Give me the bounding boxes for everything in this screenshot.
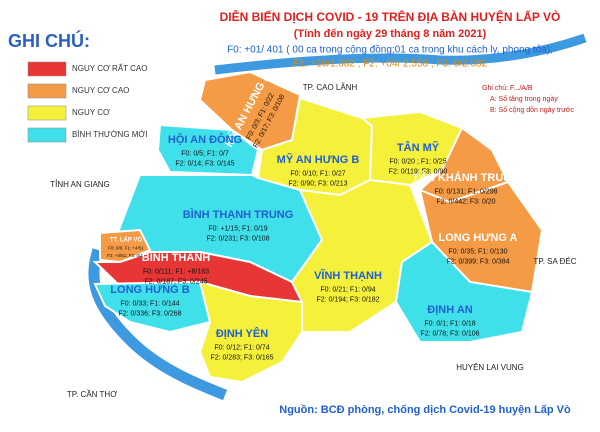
region-stat: F2: 0/442; F3: 0/20 [436, 199, 495, 206]
note-text: B: Số cộng dồn ngày trước [490, 105, 574, 114]
place-label: HUYỆN LAI VUNG [456, 363, 524, 372]
summary-line: F0: +01/ 401 ( 00 ca trong cộng đồng;01 … [227, 44, 553, 56]
legend-swatch [27, 61, 67, 77]
region-name: ĐỊNH AN [427, 304, 472, 316]
places: TP. CAO LÃNH TỈNH AN GIANG TP. SA ĐÉC TP. C… [50, 83, 576, 399]
region-stat: F0: 0/6; F1: +4/51 [108, 246, 144, 251]
title: DIỄN BIẾN DỊCH COVID - 19 TRÊN ĐỊA BÀN H… [220, 9, 561, 24]
date: (Tính đến ngày 29 tháng 8 năm 2021) [294, 28, 487, 40]
region-name: BÌNH THÀNH [142, 251, 210, 264]
region [198, 280, 303, 384]
region [394, 240, 534, 343]
region-stat: F0: 0/111; F1: +8/183 [143, 269, 209, 276]
region-stat: F0: 0/12; F1: 0/74 [214, 345, 269, 352]
note-title: Ghi chú: F.../A/B [482, 85, 533, 92]
legend-label: NGUY CƠ [72, 108, 110, 117]
region-label: LONG HƯNG B F0: 0/33; F1: 0/144 F2: 0/336;… [110, 284, 189, 318]
region-stat: F2: 0/194; F3: 0/182 [316, 297, 379, 304]
legend-swatch [27, 127, 67, 143]
region-name: ĐỊNH YÊN [216, 327, 268, 340]
legend-label: NGUY CƠ RẤT CAO [72, 63, 147, 73]
region-name: HỘI AN ĐÔNG [168, 133, 242, 146]
legend-swatch [27, 83, 67, 99]
region-stat: F0: 0/20 ; F1: 0/25 [389, 159, 446, 166]
region-name: LONG HƯNG B [110, 284, 189, 296]
region-stat: F2: 0/231; F3: 0/108 [206, 236, 269, 243]
note-text: A: Số tăng trong ngày [490, 94, 558, 103]
region-stat: F0: 0/35; F1: 0/130 [448, 249, 507, 256]
region-label: ĐỊNH YÊN F0: 0/12; F1: 0/74 F2: 0/283; F3:… [210, 327, 273, 362]
legend-swatch [27, 105, 67, 121]
legend: NGUY CƠ RẤT CAO NGUY CƠ CAO NGUY CƠ BÌNH TH… [27, 61, 148, 143]
region-label: HỘI AN ĐÔNG F0: 0/5; F1: 0/7 F2: 0/14; F3:… [168, 133, 242, 168]
region-name: BÌNH THẠNH TRUNG [183, 208, 294, 221]
region-name: TT. LẤP VÒ [110, 236, 143, 244]
river [214, 33, 587, 75]
region-label: LONG HƯNG A F0: 0/35; F1: 0/130 F2: 0/399;… [439, 232, 518, 266]
region-name: MỸ AN HƯNG B [277, 153, 360, 166]
region-stat: F2: 0/187; F3: 0/245 [144, 279, 207, 286]
legend-label: BÌNH THƯỜNG MỚI [72, 130, 148, 139]
region [359, 110, 464, 187]
region-stat: F2: 0/90; F3: 0/213 [288, 181, 347, 188]
region-label: TÂN MỸ F0: 0/20 ; F1: 0/25 F2: 0/119; F3: … [389, 141, 448, 176]
region-stat: F0: 0/131; F1: 0/298 [434, 189, 497, 196]
region-stat: F0: 0/21; F1: 0/94 [320, 287, 375, 294]
region-label: TT. LẤP VÒ F0: 0/6; F1: +4/51 F2: +4/51; F… [107, 236, 145, 259]
region-name: VĨNH THẠNH [314, 269, 382, 282]
region-stat: F2: 0/399; F3: 0/384 [446, 259, 509, 266]
river [88, 248, 228, 401]
region-stat: F0: 0/5; F1: 0/7 [181, 151, 229, 158]
region-stat: F2: 0/336; F3: 0/268 [118, 311, 181, 318]
region-stat: F2: 0/283; F3: 0/165 [210, 355, 273, 362]
region-name: TÂN KHÁNH TRUNG [412, 171, 520, 184]
region-label: VĨNH THẠNH F0: 0/21; F1: 0/94 F2: 0/194; F… [314, 269, 382, 304]
region-stat: F0: 0/33; F1: 0/144 [120, 301, 179, 308]
legend-title: GHI CHÚ: [8, 30, 90, 51]
place-label: TỈNH AN GIANG [50, 180, 110, 189]
source: Nguồn: BCĐ phòng, chống dịch Covid-19 hu… [279, 404, 571, 416]
region-stat: F2: 0/119; F3: 0/90 [389, 169, 448, 176]
region-stat: F2: +4/51; F3: 0/11 [107, 253, 145, 258]
region-stat: F0: 0/1; F1: 0/18 [424, 321, 475, 328]
summary-line: F1: +10/1.082 ; F2: +04/ 2.558 ; F3: 0/2… [293, 59, 487, 70]
region-stat: F2: 0/14; F3: 0/145 [175, 161, 234, 168]
region-label: TÂN KHÁNH TRUNG F0: 0/131; F1: 0/298 F2: 0… [412, 171, 520, 206]
legend-label: NGUY CƠ CAO [72, 86, 129, 95]
place-label: TP. CAO LÃNH [303, 83, 358, 92]
region-label: BÌNH THÀNH F0: 0/111; F1: +8/183 F2: 0/187… [142, 251, 210, 286]
region-label: ĐỊNH AN F0: 0/1; F1: 0/18 F2: 0/78; F3: 0/… [420, 304, 479, 338]
region-stat: F0: +1/15; F1: 0/19 [208, 226, 267, 233]
region-name: TÂN MỸ [397, 141, 440, 154]
region-label: MỸ AN HƯNG B F0: 0/10; F1: 0/27 F2: 0/90; … [277, 153, 360, 188]
region-name: LONG HƯNG A [439, 232, 518, 244]
place-label: TP. SA ĐÉC [534, 257, 577, 266]
region-label: BÌNH THẠNH TRUNG F0: +1/15; F1: 0/19 F2: 0… [183, 208, 294, 243]
place-label: TP. CẦN THƠ [67, 389, 117, 399]
region-stat: F2: 0/78; F3: 0/106 [420, 331, 479, 338]
region-stat: F0: 0/10; F1: 0/27 [290, 171, 345, 178]
